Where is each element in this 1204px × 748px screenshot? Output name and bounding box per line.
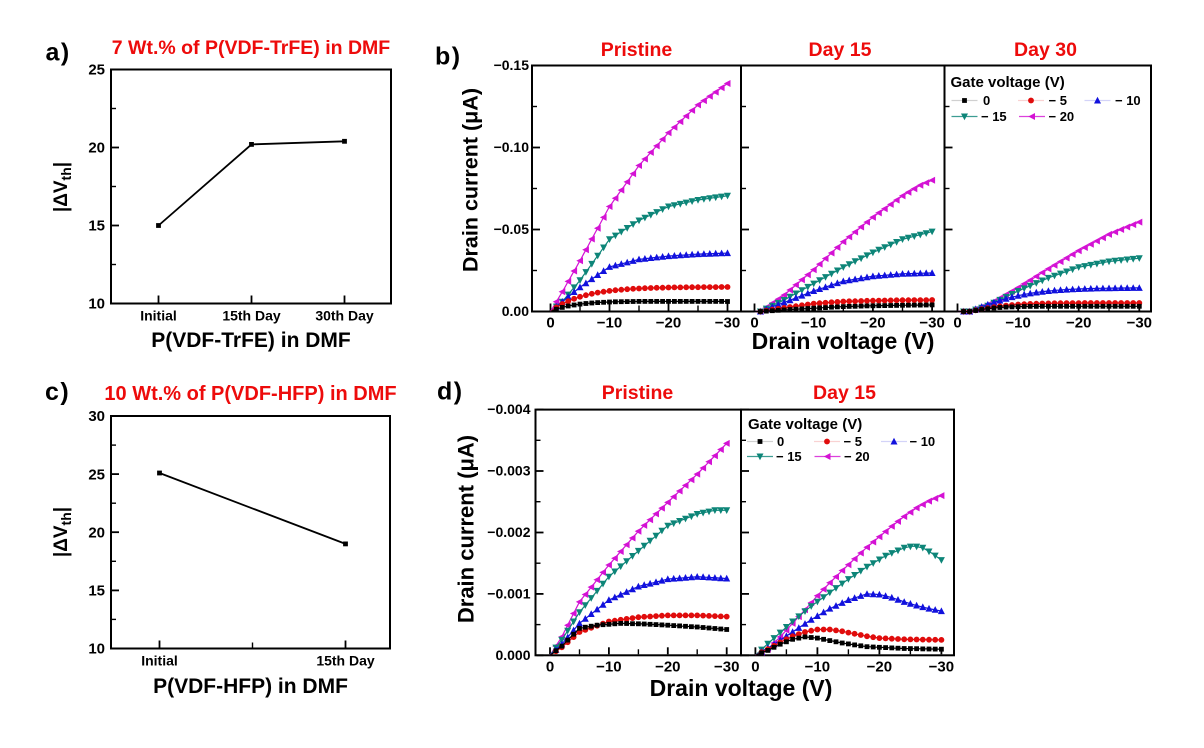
svg-text:Gate voltage (V): Gate voltage (V) [951,74,1065,91]
svg-text:−30: −30 [929,658,954,675]
svg-text:−10: −10 [1005,315,1030,332]
svg-text:Pristine: Pristine [602,382,674,404]
svg-text:30: 30 [88,408,105,425]
svg-text:0: 0 [953,315,961,332]
svg-text:20: 20 [88,525,105,542]
svg-text:d): d) [437,378,464,406]
svg-text:−30: −30 [1127,315,1152,332]
svg-text:−0.15: −0.15 [494,57,530,73]
svg-text:30th Day: 30th Day [315,308,374,324]
svg-text:− 15: − 15 [981,109,1007,124]
svg-text:−10: −10 [801,315,826,332]
svg-text:15th Day: 15th Day [222,308,281,324]
svg-text:10: 10 [88,296,105,313]
svg-text:Initial: Initial [140,308,177,324]
svg-text:10 Wt.% of P(VDF-HFP) in DMF: 10 Wt.% of P(VDF-HFP) in DMF [104,383,396,405]
svg-text:0: 0 [546,315,554,332]
svg-text:20: 20 [88,140,105,157]
svg-text:− 10: − 10 [1115,93,1141,108]
svg-text:0.00: 0.00 [502,303,529,319]
svg-text:−20: −20 [1066,315,1091,332]
svg-text:−10: −10 [805,658,830,675]
svg-text:P(VDF-HFP) in DMF: P(VDF-HFP) in DMF [153,675,348,698]
svg-text:−30: −30 [714,658,739,675]
svg-text:b): b) [435,43,462,71]
svg-text:Day 30: Day 30 [1014,39,1077,61]
svg-text:Drain voltage (V): Drain voltage (V) [752,328,935,354]
svg-text:15: 15 [88,583,105,600]
svg-text:− 10: − 10 [910,434,936,449]
svg-text:Pristine: Pristine [601,39,673,61]
svg-text:− 20: − 20 [1049,109,1075,124]
svg-text:15: 15 [88,218,105,235]
svg-text:25: 25 [88,466,105,483]
svg-text:−20: −20 [860,315,885,332]
svg-text:−0.002: −0.002 [487,524,530,540]
svg-text:−30: −30 [919,315,944,332]
svg-text:−0.10: −0.10 [494,139,530,155]
svg-text:−0.004: −0.004 [487,401,530,417]
svg-text:− 5: − 5 [844,434,862,449]
svg-text:15th Day: 15th Day [316,653,375,669]
svg-text:− 15: − 15 [776,449,802,464]
svg-text:−0.003: −0.003 [487,463,530,479]
svg-text:Drain current (μA): Drain current (μA) [459,88,483,272]
svg-text:P(VDF-TrFE) in DMF: P(VDF-TrFE) in DMF [151,329,351,352]
svg-text:0: 0 [750,315,758,332]
svg-text:Initial: Initial [141,653,178,669]
svg-text:Gate voltage (V): Gate voltage (V) [748,416,862,433]
svg-text:−30: −30 [715,315,740,332]
svg-text:−0.05: −0.05 [494,221,530,237]
svg-text:− 20: − 20 [844,449,870,464]
svg-text:−0.001: −0.001 [487,585,530,601]
svg-text:0: 0 [983,93,990,108]
svg-text:−20: −20 [655,658,680,675]
svg-text:Day 15: Day 15 [813,382,876,404]
svg-text:−20: −20 [656,315,681,332]
svg-text:0: 0 [546,658,554,675]
svg-text:0.000: 0.000 [495,647,530,663]
svg-text:Drain current (μA): Drain current (μA) [454,435,479,623]
svg-text:Drain voltage (V): Drain voltage (V) [650,675,833,701]
svg-text:−20: −20 [867,658,892,675]
svg-text:0: 0 [751,658,759,675]
svg-text:7 Wt.% of P(VDF-TrFE) in DMF: 7 Wt.% of P(VDF-TrFE) in DMF [112,37,390,59]
svg-text:a): a) [46,39,71,67]
svg-text:10: 10 [88,641,105,658]
svg-text:−10: −10 [596,658,621,675]
svg-text:25: 25 [88,62,105,79]
svg-text:c): c) [45,378,70,406]
svg-text:Day 15: Day 15 [809,39,872,61]
svg-text:−10: −10 [597,315,622,332]
svg-text:− 5: − 5 [1049,93,1067,108]
svg-text:0: 0 [777,434,784,449]
